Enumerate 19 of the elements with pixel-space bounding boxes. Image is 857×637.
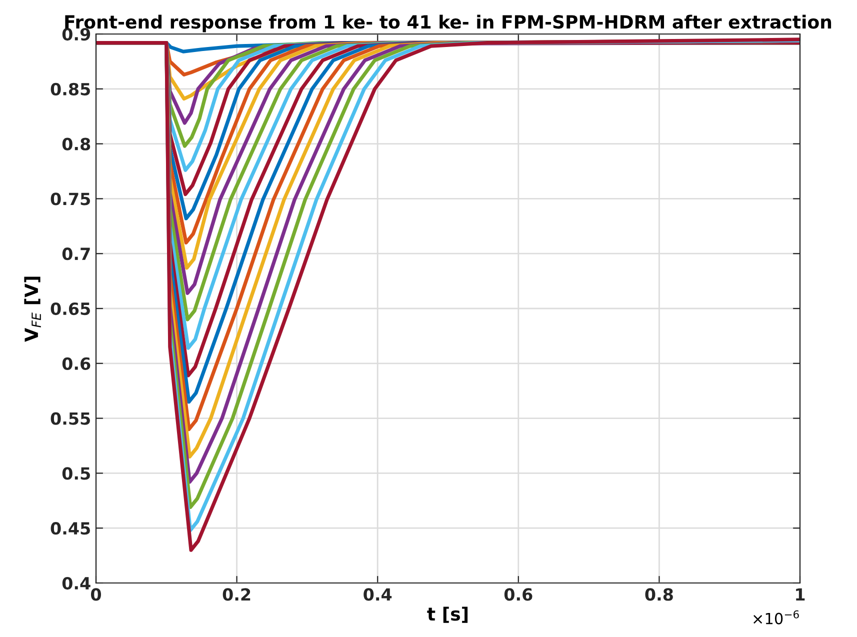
y-tick-label: 0.75 <box>50 192 90 206</box>
y-tick-label: 0.55 <box>50 412 90 425</box>
x-tick-label: 0 <box>91 588 101 601</box>
y-tick-label: 0.8 <box>62 138 90 150</box>
text: ×10$^{−6}$ <box>754 610 799 624</box>
y-tick-label: 0.5 <box>62 467 90 480</box>
y-axis-title: V$_{FE}$ [V] <box>24 276 41 342</box>
x-tick-label: 0.6 <box>504 588 532 601</box>
x-tick-label: 0.4 <box>364 588 392 601</box>
y-tick-label: 0.85 <box>50 82 90 96</box>
y-tick-label: 0.45 <box>50 522 90 535</box>
x-axis-title: t [s] <box>427 606 468 623</box>
y-tick-label: 0.7 <box>62 248 90 260</box>
y-tick-label: 0.6 <box>62 357 90 370</box>
x-tick-label: 1 <box>796 588 805 601</box>
x-tick-label: 0.8 <box>645 588 673 601</box>
y-tick-label: 0.4 <box>62 576 90 590</box>
x-tick-label: 0.2 <box>222 588 250 601</box>
y-tick-label: 0.65 <box>50 302 90 316</box>
